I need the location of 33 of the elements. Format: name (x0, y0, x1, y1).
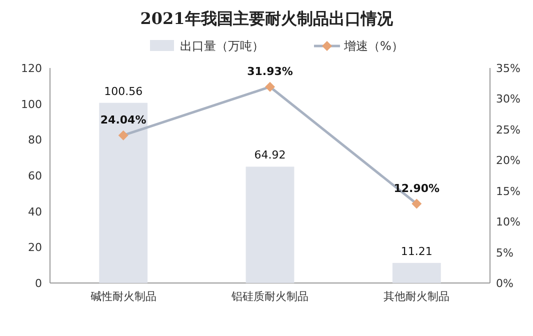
y-tick-label: 20 (28, 241, 42, 254)
bar (246, 166, 294, 283)
y2-tick-label: 35% (496, 62, 520, 75)
y-tick-label: 80 (28, 134, 42, 147)
data-label: 24.04% (100, 113, 146, 126)
y2-tick-label: 20% (496, 154, 520, 168)
x-tick-label: 碱性耐火制品 (90, 290, 156, 303)
y2-tick-label: 0% (496, 277, 514, 290)
data-label: 100.56 (104, 84, 143, 98)
y2-tick-label: 25% (496, 123, 520, 136)
legend-label: 增速（%） (343, 39, 404, 53)
y2-tick-label: 5% (496, 246, 514, 260)
data-label: 31.93% (247, 64, 293, 78)
x-tick-label: 铝硅质耐火制品 (230, 290, 308, 303)
point (118, 130, 128, 140)
legend-label: 出口量（万吨） (180, 39, 264, 53)
data-label: 11.21 (400, 244, 432, 258)
y2-tick-label: 15% (496, 184, 520, 198)
y2-tick-label: 10% (496, 216, 520, 229)
y-tick-label: 100 (21, 98, 42, 111)
point (265, 82, 275, 92)
x-tick-label: 其他耐火制品 (384, 290, 450, 303)
data-label: 64.92 (254, 148, 286, 162)
chart-title: 2021年我国主要耐火制品出口情况 (140, 9, 394, 28)
y-tick-label: 120 (21, 62, 42, 75)
point (412, 198, 422, 209)
y-tick-label: 0 (35, 277, 42, 290)
y-tick-label: 60 (28, 170, 42, 182)
bar (99, 102, 148, 283)
y-tick-label: 40 (28, 205, 42, 218)
data-label: 12.90% (394, 182, 440, 195)
y2-tick-label: 30% (496, 92, 520, 106)
bar (392, 262, 441, 283)
